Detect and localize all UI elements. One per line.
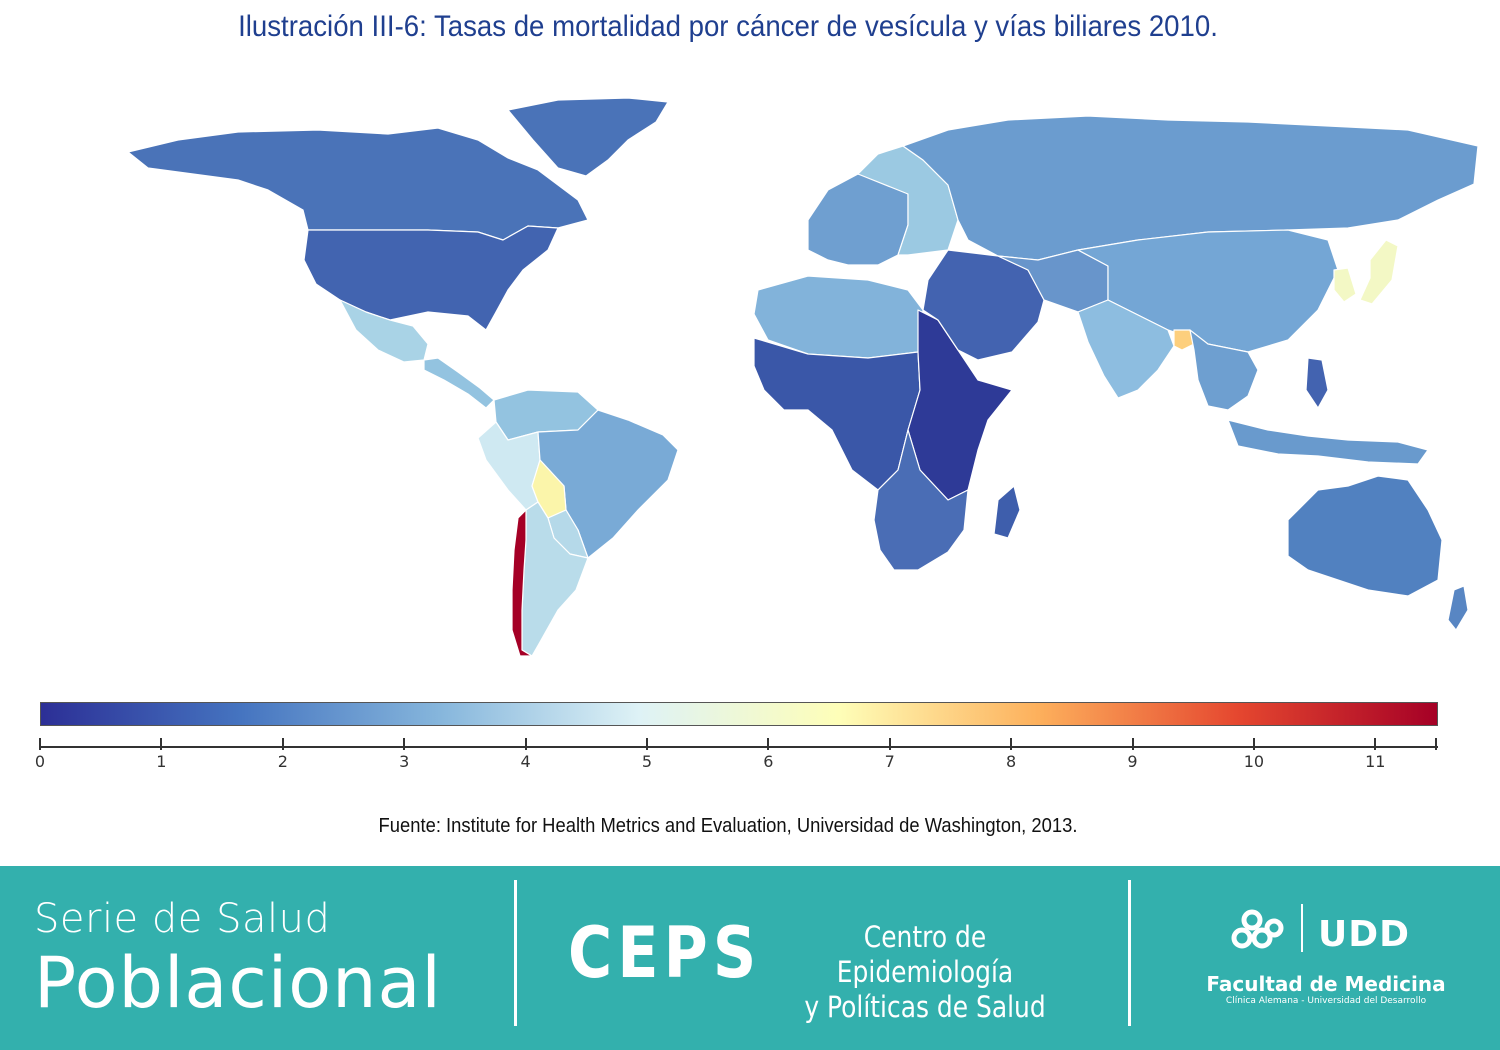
legend-tick-label-9: 9 [1127, 752, 1138, 771]
region-indonesia [1227, 419, 1429, 465]
color-legend: 0 1 2 3 4 5 6 7 8 9 10 11 [35, 700, 1442, 780]
legend-tick-9 [1131, 738, 1134, 750]
color-scale-bar [40, 702, 1438, 726]
region-west-central-africa [753, 337, 921, 491]
legend-tick-label-6: 6 [763, 752, 774, 771]
serie-line1: Serie de Salud [34, 896, 331, 942]
ceps-subtitle-line1: Centro de Epidemiología [836, 920, 1014, 989]
region-southern-africa [873, 429, 969, 571]
serie-line2: Poblacional [34, 942, 442, 1024]
world-map [108, 90, 1484, 670]
footer-divider-left [514, 880, 517, 1026]
world-map-svg [127, 97, 1479, 657]
legend-tick-label-10: 10 [1243, 752, 1265, 771]
legend-tick-0 [39, 738, 41, 750]
facultad-subtitle: Clínica Alemana - Universidad del Desarr… [1225, 996, 1427, 1006]
legend-tick-4 [524, 738, 527, 750]
footer-divider-right [1128, 880, 1131, 1026]
logo-ring-small [1264, 918, 1284, 938]
footer-banner: Serie de Salud Poblacional CEPS Centro d… [0, 866, 1500, 1050]
region-bangladesh [1173, 329, 1195, 351]
region-eastern-europe [857, 145, 959, 256]
region-united-states [303, 225, 559, 331]
region-mexico [339, 299, 429, 363]
legend-tick-6 [767, 738, 770, 750]
legend-tick-label-5: 5 [641, 752, 653, 771]
udd-wordmark: UDD [1318, 914, 1410, 955]
region-new-zealand [1447, 585, 1469, 631]
legend-tick-7 [888, 738, 891, 750]
region-korea-japan [1333, 239, 1399, 305]
region-greenland [507, 97, 669, 177]
legend-tick-10 [1252, 738, 1255, 750]
source-note: Fuente: Institute for Health Metrics and… [378, 815, 1078, 837]
legend-tick-label-4: 4 [520, 752, 531, 771]
legend-tick-2 [281, 738, 284, 750]
region-canada [127, 127, 589, 241]
legend-tick-label-2: 2 [277, 752, 288, 771]
ceps-subtitle-line2: y Políticas de Salud [804, 990, 1046, 1024]
region-india [1077, 299, 1175, 399]
legend-tick-3 [403, 738, 406, 750]
legend-tick-1 [160, 738, 163, 750]
map-title: Ilustración III-6: Tasas de mortalidad p… [238, 10, 1218, 43]
ceps-subtitle: Centro de Epidemiología y Políticas de S… [792, 920, 1059, 1025]
region-russia [902, 115, 1479, 261]
region-east-africa [907, 309, 1013, 501]
legend-axis-line [40, 746, 1438, 748]
ceps-logo-text: CEPS [568, 912, 762, 994]
legend-tick-label-0: 0 [34, 752, 46, 771]
legend-tick-label-3: 3 [399, 752, 410, 771]
region-philippines [1305, 357, 1329, 409]
region-central-america [423, 357, 495, 409]
region-australia [1287, 475, 1443, 597]
legend-tick-11 [1374, 738, 1377, 750]
legend-tick-end [1435, 738, 1437, 750]
legend-tick-label-1: 1 [156, 752, 167, 771]
legend-tick-label-11: 11 [1365, 752, 1386, 771]
region-chile [511, 509, 533, 657]
region-southeast-asia [1189, 329, 1259, 411]
facultad-title: Facultad de Medicina [1206, 972, 1446, 996]
legend-tick-5 [645, 738, 648, 750]
udd-logo: UDD [1231, 904, 1410, 955]
legend-tick-label-7: 7 [884, 752, 895, 771]
region-madagascar [993, 485, 1021, 539]
logo-ring-left [1231, 927, 1253, 949]
logo-ring-top [1241, 909, 1263, 931]
legend-tick-8 [1010, 738, 1013, 750]
logo-ring-right [1251, 927, 1273, 949]
legend-tick-label-8: 8 [1006, 752, 1017, 771]
